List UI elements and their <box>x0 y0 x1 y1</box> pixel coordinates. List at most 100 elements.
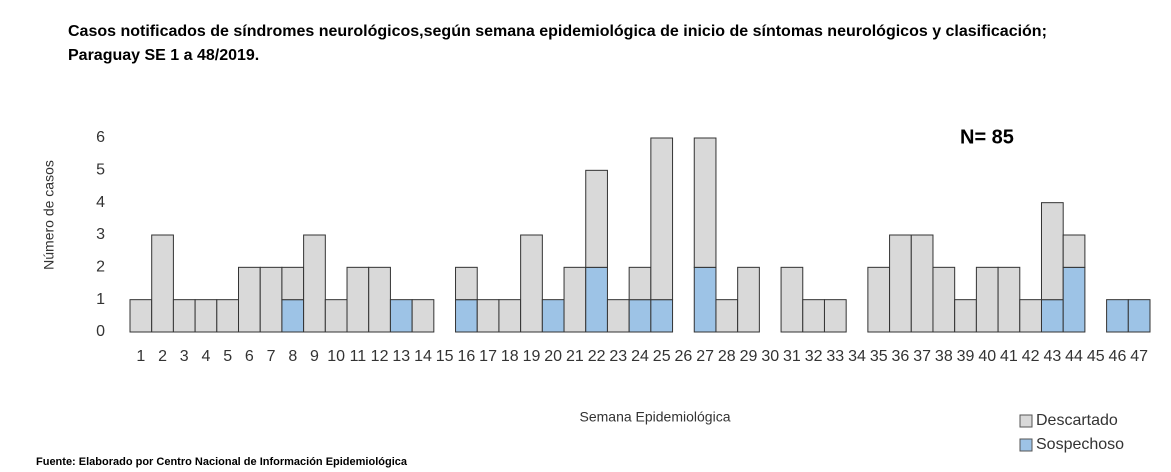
bar <box>520 234 543 333</box>
x-tick-label: 47 <box>1130 348 1148 365</box>
bar <box>303 234 326 333</box>
x-tick-label: 41 <box>1000 348 1018 365</box>
legend-label: Sospechoso <box>1036 436 1124 453</box>
source-note: Fuente: Elaborado por Centro Nacional de… <box>36 456 407 468</box>
x-tick-label: 21 <box>566 348 584 365</box>
x-tick-label: 45 <box>1087 348 1105 365</box>
y-tick-label: 6 <box>96 129 105 146</box>
x-tick-label: 43 <box>1043 348 1061 365</box>
x-tick-label: 7 <box>267 348 276 365</box>
x-tick-label: 4 <box>202 348 211 365</box>
x-tick-label: 36 <box>892 348 910 365</box>
x-tick-label: 19 <box>523 348 541 365</box>
bar <box>238 266 261 333</box>
x-tick-label: 17 <box>479 348 497 365</box>
y-tick-label: 4 <box>96 194 105 211</box>
bar <box>324 299 348 333</box>
bar <box>368 266 391 333</box>
bar <box>1019 299 1042 333</box>
bar <box>411 299 435 333</box>
x-tick-label: 16 <box>457 348 475 365</box>
bar <box>455 266 478 301</box>
y-axis-label: Número de casos <box>41 160 57 270</box>
bar <box>585 266 608 333</box>
x-tick-label: 25 <box>653 348 671 365</box>
bar <box>389 299 413 333</box>
bar <box>585 169 608 268</box>
y-tick-label: 3 <box>96 226 105 243</box>
bar <box>954 299 977 333</box>
bar <box>1106 299 1129 333</box>
bar <box>281 299 305 333</box>
legend-label: Descartado <box>1036 412 1118 429</box>
bar <box>932 266 956 333</box>
x-tick-label: 3 <box>180 348 189 365</box>
x-tick-label: 15 <box>436 348 454 365</box>
x-tick-label: 1 <box>136 348 145 365</box>
bar <box>498 299 522 333</box>
x-tick-label: 20 <box>544 348 562 365</box>
x-tick-label: 28 <box>718 348 736 365</box>
y-tick-label: 1 <box>96 291 105 308</box>
bar <box>1062 266 1086 333</box>
x-tick-label: 27 <box>696 348 714 365</box>
x-tick-label: 33 <box>826 348 844 365</box>
x-tick-label: 5 <box>223 348 232 365</box>
bar <box>1062 234 1086 268</box>
x-tick-label: 23 <box>609 348 627 365</box>
bar <box>151 234 174 333</box>
bar <box>910 234 934 333</box>
bar <box>628 299 652 333</box>
bar <box>802 299 825 333</box>
bar <box>693 266 717 333</box>
bar <box>129 299 153 333</box>
chart-title: Casos notificados de síndromes neurológi… <box>68 23 1047 64</box>
x-tick-label: 11 <box>350 348 367 365</box>
x-tick-label: 2 <box>158 348 167 365</box>
x-tick-label: 37 <box>913 348 931 365</box>
bar <box>216 299 240 333</box>
x-tick-label: 40 <box>978 348 996 365</box>
bar <box>281 266 305 301</box>
bar <box>867 266 891 333</box>
x-tick-label: 8 <box>288 348 297 365</box>
bar <box>455 299 478 333</box>
x-tick-label: 6 <box>245 348 254 365</box>
bar <box>1127 299 1151 333</box>
x-tick-label: 38 <box>935 348 953 365</box>
x-tick-label: 44 <box>1065 348 1083 365</box>
y-tick-label: 0 <box>96 323 105 340</box>
bar <box>346 266 370 333</box>
x-tick-label: 42 <box>1022 348 1040 365</box>
x-tick-label: 9 <box>310 348 319 365</box>
bar <box>606 299 630 333</box>
x-tick-label: 32 <box>805 348 823 365</box>
bar <box>975 266 999 333</box>
x-tick-label: 22 <box>588 348 606 365</box>
x-axis-label: Semana Epidemiológica <box>580 409 731 425</box>
bar <box>737 266 760 333</box>
bar <box>650 299 674 333</box>
legend-swatch <box>1019 414 1033 428</box>
bar <box>628 266 652 301</box>
bar <box>715 299 739 333</box>
x-tick-label: 14 <box>414 348 432 365</box>
bar <box>780 266 804 333</box>
y-tick-label: 5 <box>96 162 105 179</box>
bar <box>541 299 565 333</box>
x-tick-label: 24 <box>631 348 649 365</box>
legend-swatch <box>1019 438 1033 452</box>
x-tick-label: 26 <box>675 348 693 365</box>
bar <box>1040 299 1064 333</box>
x-tick-label: 30 <box>761 348 779 365</box>
bar <box>172 299 196 333</box>
x-tick-label: 39 <box>957 348 975 365</box>
annotation: N= 85 <box>960 126 1014 148</box>
x-tick-label: 13 <box>392 348 410 365</box>
bar <box>650 137 674 301</box>
x-tick-label: 31 <box>783 348 801 365</box>
bar <box>997 266 1021 333</box>
x-tick-label: 29 <box>740 348 758 365</box>
